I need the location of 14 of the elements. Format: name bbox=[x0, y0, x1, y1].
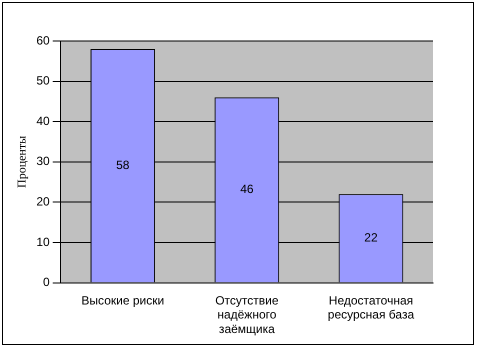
data-label: 46 bbox=[240, 182, 254, 196]
x-tick-label: Отсутствие надёжного заёмщика bbox=[215, 293, 279, 336]
y-tick-label: 0 bbox=[43, 275, 50, 290]
y-tick-label: 20 bbox=[36, 194, 50, 209]
x-tick-label: Недостаточная ресурсная база bbox=[328, 293, 414, 322]
data-label: 22 bbox=[364, 230, 378, 245]
data-label: 58 bbox=[116, 158, 130, 172]
y-tick-label: 40 bbox=[36, 114, 50, 128]
y-tick-label: 60 bbox=[36, 33, 50, 48]
y-axis-title: Проценты bbox=[14, 136, 28, 188]
y-tick-label: 10 bbox=[36, 234, 50, 249]
y-tick-label: 50 bbox=[36, 74, 50, 88]
y-tick-label: 30 bbox=[36, 154, 50, 168]
x-tick-label: Высокие риски bbox=[81, 293, 164, 308]
